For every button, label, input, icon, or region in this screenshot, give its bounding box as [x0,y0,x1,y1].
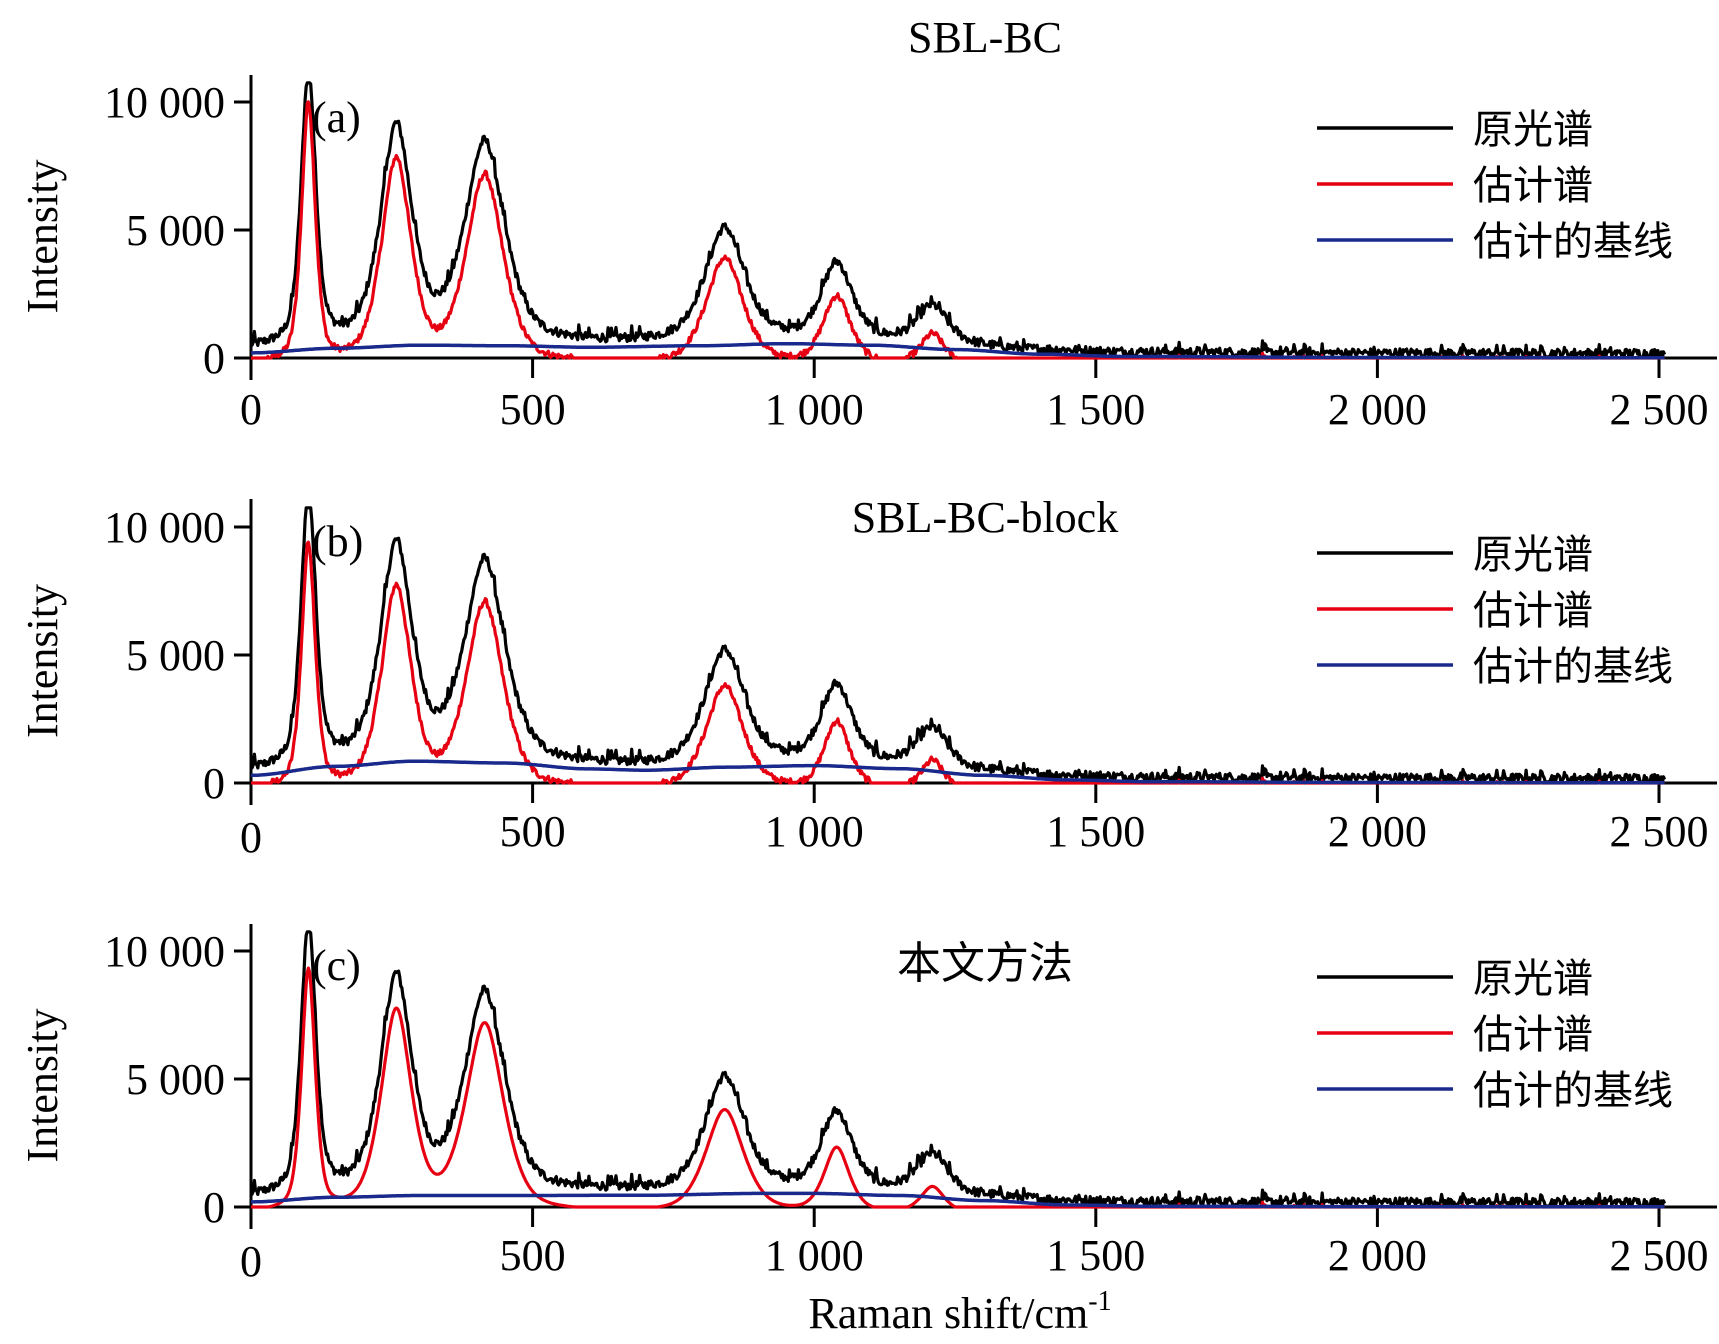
x-tick-label: 1 000 [765,807,864,856]
legend-original-label: 原光谱 [1473,107,1593,153]
panel-label: (b) [312,517,363,566]
x-tick-label: 500 [500,807,566,856]
legend-baseline-item: 估计的基线 [1317,219,1673,265]
x-tick-label: 1 500 [1046,1231,1145,1280]
legend-original-label: 原光谱 [1473,532,1593,578]
y-tick-label: 10 000 [104,78,225,127]
x-tick-label: 500 [500,1231,566,1280]
panel-a: 0 5 000 10 000 0 500 1 000 1 500 2 000 2 500 Inte… [18,13,1717,434]
y-tick-label: 5 000 [126,631,225,680]
legend-baseline-item: 估计的基线 [1317,1068,1673,1114]
legend-baseline-label: 估计的基线 [1473,644,1673,690]
x-tick-label: 0 [240,1237,262,1286]
panel-label: (a) [312,93,361,142]
legend-baseline-label: 估计的基线 [1473,1068,1673,1114]
series-estimated-baseline [251,341,1665,360]
legend-estimated-label: 估计谱 [1473,588,1593,634]
series-estimated-baseline [251,759,1665,785]
x-tick-label: 2 000 [1328,1231,1427,1280]
panel-title: SBL-BC-block [852,493,1118,542]
x-axis-label: Raman shift/cm-1 [808,1286,1111,1338]
y-tick-label: 10 000 [104,927,225,976]
y-tick-label: 0 [203,759,225,808]
panel-label: (c) [312,941,361,990]
panel-c: 0 5 000 10 000 0 500 1 000 1 500 2 000 2 500 Inte… [18,924,1717,1286]
y-axis-label: Intensity [18,160,67,314]
x-tick-label: 2 000 [1328,807,1427,856]
legend-original-item: 原光谱 [1317,532,1593,578]
y-tick-label: 5 000 [126,1055,225,1104]
x-tick-label: 1 000 [765,385,864,434]
series-original-spectrum [249,81,1667,360]
x-tick-label: 2 000 [1328,385,1427,434]
legend-baseline-item: 估计的基线 [1317,644,1673,690]
x-tick-label: 500 [500,385,566,434]
legend-estimated-item: 估计谱 [1317,1012,1593,1058]
y-axis-label: Intensity [18,1009,67,1163]
legend-estimated-label: 估计谱 [1473,163,1593,209]
legend-original-label: 原光谱 [1473,956,1593,1002]
legend-original-item: 原光谱 [1317,956,1593,1002]
series-original-spectrum [249,506,1667,785]
legend-estimated-item: 估计谱 [1317,588,1593,634]
x-tick-label: 1 000 [765,1231,864,1280]
x-tick-label: 2 500 [1610,1231,1709,1280]
x-tick-label: 1 500 [1046,807,1145,856]
x-tick-label: 0 [240,385,262,434]
y-tick-label: 0 [203,1183,225,1232]
x-tick-label: 2 500 [1610,385,1709,434]
panel-b: 0 5 000 10 000 0 500 1 000 1 500 2 000 2 500 Inte… [18,493,1717,862]
series-estimated-spectrum [250,540,1666,785]
y-axis-label: Intensity [18,584,67,738]
series-estimated-baseline [251,1191,1665,1209]
y-tick-label: 10 000 [104,503,225,552]
y-tick-label: 0 [203,334,225,383]
legend-estimated-item: 估计谱 [1317,163,1593,209]
legend-original-item: 原光谱 [1317,107,1593,153]
x-tick-label: 2 500 [1610,807,1709,856]
y-tick-label: 5 000 [126,206,225,255]
x-tick-label: 0 [240,813,262,862]
x-tick-label: 1 500 [1046,385,1145,434]
legend-baseline-label: 估计的基线 [1473,219,1673,265]
panel-title: SBL-BC [908,13,1062,62]
panel-title: 本文方法 [897,938,1073,989]
legend-estimated-label: 估计谱 [1473,1012,1593,1058]
